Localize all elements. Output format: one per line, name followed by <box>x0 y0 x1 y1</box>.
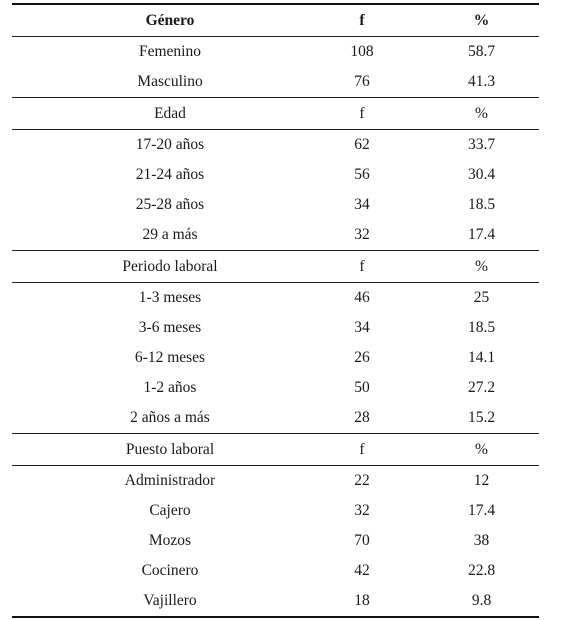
table-row: 6-12 meses 26 14.1 <box>12 343 539 373</box>
header-f: f <box>359 257 365 275</box>
row-f: 32 <box>354 502 370 519</box>
section-rule <box>12 250 539 251</box>
row-f: 34 <box>354 196 370 213</box>
table-row: 17-20 años 62 33.7 <box>12 130 539 160</box>
header-f: f <box>359 11 365 29</box>
top-rule <box>12 3 539 5</box>
table-row: 25-28 años 34 18.5 <box>12 190 539 220</box>
row-f: 18 <box>354 592 370 609</box>
header-label: Género <box>145 11 195 29</box>
row-f: 76 <box>354 73 370 90</box>
header-f: f <box>359 440 365 458</box>
row-label: Administrador <box>124 472 216 489</box>
row-f: 46 <box>354 289 370 306</box>
row-pct: 18.5 <box>467 196 496 213</box>
row-pct: 25 <box>473 289 490 306</box>
row-pct: 17.4 <box>467 226 496 243</box>
table-row: Administrador 22 12 <box>12 466 539 496</box>
row-pct: 33.7 <box>467 136 496 153</box>
row-f: 70 <box>354 532 370 549</box>
section-header-puesto-laboral: Puesto laboral f % <box>12 434 539 465</box>
row-label: 6-12 meses <box>134 349 206 366</box>
bottom-rule <box>12 616 539 618</box>
table-row: 2 años a más 28 15.2 <box>12 403 539 433</box>
header-pct: % <box>475 440 488 458</box>
section-header-genero: Género f % <box>12 5 539 36</box>
section-header-edad: Edad f % <box>12 98 539 129</box>
header-f: f <box>359 104 365 122</box>
row-f: 56 <box>354 166 370 183</box>
section-rule <box>12 465 539 466</box>
row-label: Cajero <box>149 502 191 519</box>
row-pct: 30.4 <box>467 166 496 183</box>
row-label: Cocinero <box>141 562 199 579</box>
row-f: 22 <box>354 472 370 489</box>
header-label: Periodo laboral <box>122 257 218 275</box>
row-pct: 58.7 <box>467 43 496 60</box>
header-pct: % <box>473 11 490 29</box>
row-pct: 18.5 <box>467 319 496 336</box>
row-f: 50 <box>354 379 370 396</box>
row-label: 1-3 meses <box>138 289 202 306</box>
table-row: Masculino 76 41.3 <box>12 67 539 97</box>
row-label: Vajillero <box>143 592 197 609</box>
row-label: 29 a más <box>142 226 198 243</box>
row-label: Mozos <box>148 532 192 549</box>
row-label: 21-24 años <box>135 166 205 183</box>
row-label: 17-20 años <box>135 136 205 153</box>
section-rule <box>12 129 539 130</box>
header-pct: % <box>475 104 488 122</box>
row-f: 42 <box>354 562 370 579</box>
row-f: 108 <box>350 43 374 60</box>
row-label: 3-6 meses <box>138 319 202 336</box>
table-row: 1-3 meses 46 25 <box>12 283 539 313</box>
table-row: 21-24 años 56 30.4 <box>12 160 539 190</box>
row-pct: 15.2 <box>467 409 496 426</box>
row-label: Femenino <box>139 43 201 60</box>
row-label: 2 años a más <box>130 409 210 426</box>
row-f: 32 <box>354 226 370 243</box>
row-label: 1-2 años <box>143 379 197 396</box>
table-row: 29 a más 32 17.4 <box>12 220 539 250</box>
row-pct: 12 <box>473 472 490 489</box>
section-rule <box>12 433 539 434</box>
row-pct: 38 <box>473 532 490 549</box>
table-row: 3-6 meses 34 18.5 <box>12 313 539 343</box>
section-rule <box>12 282 539 283</box>
section-rule <box>12 97 539 98</box>
table-row: Cocinero 42 22.8 <box>12 556 539 586</box>
row-pct: 14.1 <box>467 349 496 366</box>
header-pct: % <box>475 257 488 275</box>
row-pct: 17.4 <box>467 502 496 519</box>
row-f: 62 <box>354 136 370 153</box>
row-pct: 9.8 <box>471 592 492 609</box>
section-header-periodo-laboral: Periodo laboral f % <box>12 251 539 282</box>
row-label: 25-28 años <box>135 196 205 213</box>
row-pct: 22.8 <box>467 562 496 579</box>
table-row: Vajillero 18 9.8 <box>12 586 539 616</box>
section-rule <box>12 36 539 37</box>
row-pct: 41.3 <box>467 73 496 90</box>
table-row: Mozos 70 38 <box>12 526 539 556</box>
table-row: Cajero 32 17.4 <box>12 496 539 526</box>
row-label: Masculino <box>137 73 203 90</box>
header-label: Puesto laboral <box>125 440 215 458</box>
header-label: Edad <box>154 104 186 122</box>
table-row: 1-2 años 50 27.2 <box>12 373 539 403</box>
table-row: Femenino 108 58.7 <box>12 37 539 67</box>
row-f: 28 <box>354 409 370 426</box>
row-f: 26 <box>354 349 370 366</box>
row-f: 34 <box>354 319 370 336</box>
row-pct: 27.2 <box>467 379 496 396</box>
demographics-table: Género f % Femenino 108 58.7 Masculino 7… <box>12 3 539 618</box>
